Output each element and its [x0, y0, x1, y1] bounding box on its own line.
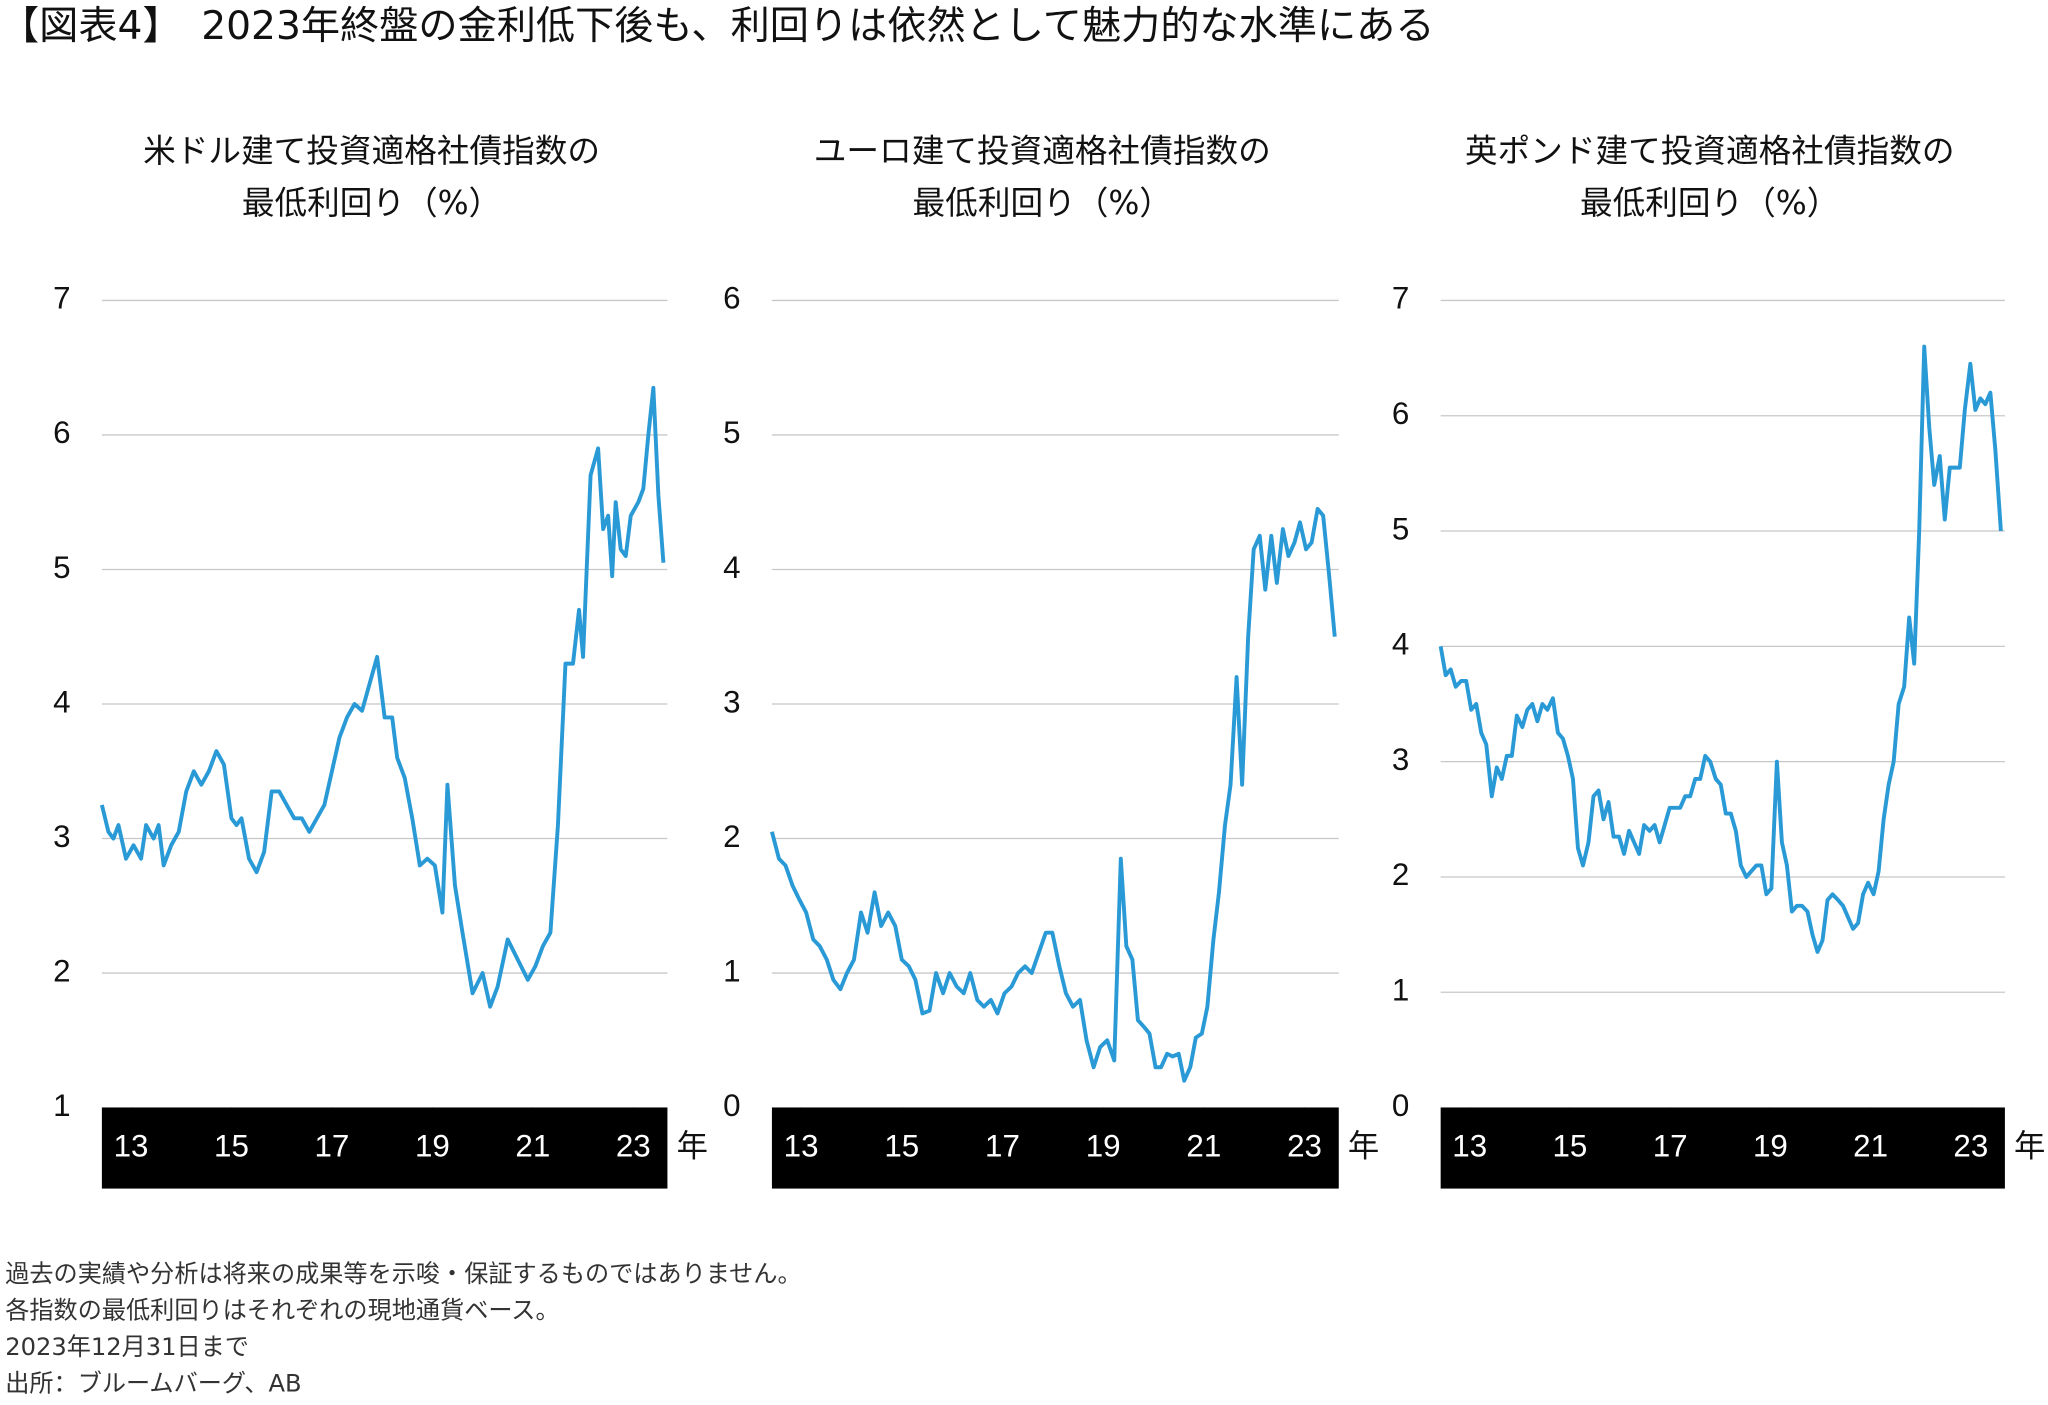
y-tick-label: 1	[53, 1088, 70, 1123]
x-axis-unit: 年	[2014, 1128, 2045, 1163]
y-tick-label: 0	[1392, 1088, 1409, 1123]
y-tick-label: 2	[53, 953, 70, 988]
y-tick-label: 6	[53, 415, 70, 450]
data-line	[770, 506, 1337, 1083]
x-axis-unit: 年	[677, 1128, 708, 1163]
x-tick-label: 21	[1186, 1128, 1221, 1163]
y-tick-label: 4	[53, 684, 70, 719]
x-tick-label: 15	[884, 1128, 919, 1163]
note: 出所：ブルームバーグ、AB	[5, 1369, 301, 1397]
y-tick-label: 3	[723, 684, 740, 719]
y-tick-label: 5	[723, 415, 740, 450]
x-tick-label: 15	[214, 1128, 249, 1163]
y-tick-label: 4	[1392, 627, 1409, 662]
x-axis-unit: 年	[1348, 1128, 1379, 1163]
note: 各指数の最低利回りはそれぞれの現地通貨ベース。	[5, 1296, 559, 1324]
x-tick-label: 19	[1753, 1128, 1788, 1163]
y-tick-label: 6	[723, 281, 740, 316]
y-tick-label: 5	[53, 550, 70, 585]
y-tick-label: 0	[723, 1088, 740, 1123]
x-tick-label: 23	[616, 1128, 651, 1163]
y-tick-label: 3	[53, 819, 70, 854]
y-tick-label: 1	[1392, 973, 1409, 1008]
data-line	[99, 385, 666, 1009]
y-tick-label: 5	[1392, 511, 1409, 546]
x-tick-label: 23	[1953, 1128, 1988, 1163]
x-tick-label: 21	[515, 1128, 550, 1163]
x-tick-label: 13	[114, 1128, 149, 1163]
y-tick-label: 7	[53, 281, 70, 316]
x-tick-label: 15	[1553, 1128, 1588, 1163]
x-tick-label: 17	[985, 1128, 1020, 1163]
x-tick-label: 13	[784, 1128, 819, 1163]
chart-title: 最低利回り（%）	[1580, 184, 1840, 222]
y-tick-label: 2	[1392, 857, 1409, 892]
x-tick-label: 13	[1452, 1128, 1487, 1163]
x-tick-label: 17	[1653, 1128, 1688, 1163]
note: 2023年12月31日まで	[5, 1333, 249, 1361]
y-tick-label: 6	[1392, 396, 1409, 431]
chart-title: 最低利回り（%）	[913, 184, 1173, 222]
chart-title: 英ポンド建て投資適格社債指数の	[1465, 132, 1955, 170]
x-axis-band	[101, 1107, 668, 1189]
y-tick-label: 4	[723, 550, 740, 585]
chart-title: 米ドル建て投資適格社債指数の	[143, 132, 600, 170]
x-axis-band	[1440, 1107, 2005, 1189]
chart-title: 最低利回り（%）	[242, 184, 501, 222]
y-tick-label: 3	[1392, 742, 1409, 777]
y-tick-label: 2	[723, 819, 740, 854]
y-tick-label: 1	[723, 953, 740, 988]
x-tick-label: 19	[1086, 1128, 1121, 1163]
x-tick-label: 23	[1287, 1128, 1322, 1163]
note: 過去の実績や分析は将来の成果等を示唆・保証するものではありません。	[5, 1260, 801, 1288]
data-line	[1438, 344, 2003, 954]
chart-title: ユーロ建て投資適格社債指数の	[814, 132, 1271, 170]
y-tick-label: 7	[1392, 281, 1409, 316]
x-tick-label: 19	[415, 1128, 450, 1163]
x-axis-band	[771, 1107, 1339, 1189]
x-tick-label: 21	[1853, 1128, 1888, 1163]
x-tick-label: 17	[314, 1128, 349, 1163]
figure-title: 【図表4】 2023年終盤の金利低下後も、利回りは依然として魅力的な水準にある	[0, 4, 1435, 49]
